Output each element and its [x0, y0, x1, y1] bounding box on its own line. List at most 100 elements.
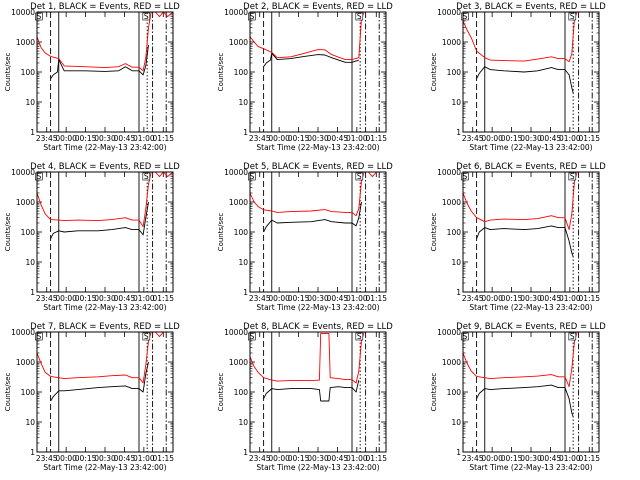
- x-tick-label: 01:15: [152, 454, 174, 463]
- chart-title: Det 9, BLACK = Events, RED = LLD: [456, 322, 606, 332]
- y-tick-label: 10: [451, 418, 461, 427]
- x-axis-label: Start Time (22-May-13 23:42:00): [43, 303, 166, 312]
- chart-panel: Det 7, BLACK = Events, RED = LLD 1 10 100 10…: [4, 322, 180, 472]
- y-tick-label: 100: [21, 68, 36, 77]
- x-tick-label: 00:30: [307, 134, 329, 143]
- saa-marker-label: S: [570, 332, 575, 341]
- saa-marker-label: S: [249, 12, 254, 21]
- chart-title: Det 4, BLACK = Events, RED = LLD: [30, 162, 180, 172]
- saa-marker-label: S: [249, 172, 254, 181]
- saa-marker-box: [355, 332, 364, 341]
- x-tick-label: 00:30: [94, 134, 116, 143]
- x-tick-label: 00:30: [307, 294, 329, 303]
- y-axis-label: Counts/sec: [217, 53, 225, 92]
- y-tick-label: 1: [456, 128, 461, 137]
- saa-marker-box: [568, 172, 577, 181]
- chart-panel: Det 4, BLACK = Events, RED = LLD 1 10 100 10…: [4, 162, 180, 312]
- saa-marker-box: [35, 172, 43, 181]
- x-tick-label: 23:45: [462, 454, 484, 463]
- y-tick-label: 1000: [229, 358, 248, 367]
- x-axis-label: Start Time (22-May-13 23:42:00): [256, 463, 379, 472]
- x-tick-label: 23:45: [249, 134, 271, 143]
- saa-marker-box: [355, 172, 364, 181]
- saa-marker-label: S: [570, 12, 575, 21]
- y-tick-label: 1000: [442, 358, 461, 367]
- lld-series-line: [462, 171, 599, 231]
- y-tick-label: 10000: [437, 168, 461, 177]
- y-tick-label: 10: [451, 258, 461, 267]
- events-series-line: [263, 52, 359, 67]
- y-tick-label: 100: [21, 388, 36, 397]
- chart-panel: Det 3, BLACK = Events, RED = LLD 1 10 100 10…: [430, 2, 606, 152]
- y-tick-label: 10000: [11, 8, 35, 17]
- saa-marker-label: S: [357, 332, 362, 341]
- x-tick-label: 00:30: [520, 454, 542, 463]
- saa-marker-box: [461, 12, 469, 21]
- y-tick-label: 1000: [16, 38, 35, 47]
- saa-marker-label: S: [36, 172, 41, 181]
- x-tick-label: 23:45: [36, 134, 58, 143]
- x-tick-label: 01:15: [365, 294, 387, 303]
- x-tick-label: 00:45: [327, 294, 349, 303]
- y-tick-label: 10000: [224, 328, 248, 337]
- y-tick-label: 1: [456, 288, 461, 297]
- x-tick-label: 00:45: [114, 134, 136, 143]
- x-tick-label: 00:00: [268, 454, 290, 463]
- saa-marker-box: [142, 12, 151, 21]
- y-tick-label: 10: [25, 258, 35, 267]
- chart-panel: Det 5, BLACK = Events, RED = LLD 1 10 100 10…: [217, 162, 393, 312]
- x-tick-label: 01:00: [559, 454, 581, 463]
- x-tick-label: 00:00: [55, 454, 77, 463]
- x-tick-label: 00:30: [520, 134, 542, 143]
- chart-title: Det 2, BLACK = Events, RED = LLD: [243, 2, 393, 12]
- lld-series-line: [249, 331, 386, 384]
- x-tick-label: 01:00: [346, 294, 368, 303]
- plot-frame: [36, 171, 174, 293]
- x-tick-label: 00:15: [288, 454, 310, 463]
- events-series-line: [476, 384, 574, 417]
- y-tick-label: 1: [243, 288, 248, 297]
- y-tick-label: 10000: [224, 168, 248, 177]
- x-tick-label: 00:45: [114, 294, 136, 303]
- chart-title: Det 7, BLACK = Events, RED = LLD: [30, 322, 180, 332]
- y-tick-label: 1000: [16, 198, 35, 207]
- y-tick-label: 1: [243, 128, 248, 137]
- x-tick-label: 00:45: [540, 294, 562, 303]
- x-tick-label: 00:00: [268, 294, 290, 303]
- plot-frame: [462, 171, 600, 293]
- x-tick-label: 01:00: [133, 134, 155, 143]
- y-tick-label: 100: [234, 388, 249, 397]
- x-tick-label: 01:15: [578, 454, 600, 463]
- saa-marker-label: S: [462, 12, 467, 21]
- chart-title: Det 8, BLACK = Events, RED = LLD: [243, 322, 393, 332]
- x-axis-label: Start Time (22-May-13 23:42:00): [43, 463, 166, 472]
- x-axis-label: Start Time (22-May-13 23:42:00): [256, 143, 379, 152]
- y-tick-label: 1000: [229, 198, 248, 207]
- y-tick-label: 1000: [442, 198, 461, 207]
- x-tick-label: 23:45: [249, 454, 271, 463]
- x-tick-label: 00:45: [114, 454, 136, 463]
- saa-marker-box: [142, 172, 151, 181]
- x-tick-label: 01:15: [365, 454, 387, 463]
- x-tick-label: 01:00: [346, 134, 368, 143]
- saa-marker-label: S: [462, 172, 467, 181]
- saa-marker-label: S: [357, 172, 362, 181]
- x-tick-label: 00:00: [481, 294, 503, 303]
- saa-marker-label: S: [144, 332, 149, 341]
- y-tick-label: 10: [238, 418, 248, 427]
- y-tick-label: 10000: [11, 168, 35, 177]
- chart-panel: Det 1, BLACK = Events, RED = LLD 1 10 100 10…: [4, 2, 180, 152]
- x-tick-label: 00:15: [501, 134, 523, 143]
- y-tick-label: 1: [243, 448, 248, 457]
- x-tick-label: 00:15: [501, 294, 523, 303]
- x-tick-label: 00:15: [501, 454, 523, 463]
- saa-marker-box: [568, 12, 577, 21]
- plot-frame: [249, 11, 387, 133]
- saa-marker-box: [248, 12, 256, 21]
- chart-panel: Det 9, BLACK = Events, RED = LLD 1 10 100 10…: [430, 322, 606, 472]
- x-tick-label: 01:00: [133, 294, 155, 303]
- y-axis-label: Counts/sec: [430, 53, 438, 92]
- saa-marker-box: [355, 12, 364, 21]
- events-series-line: [263, 201, 362, 233]
